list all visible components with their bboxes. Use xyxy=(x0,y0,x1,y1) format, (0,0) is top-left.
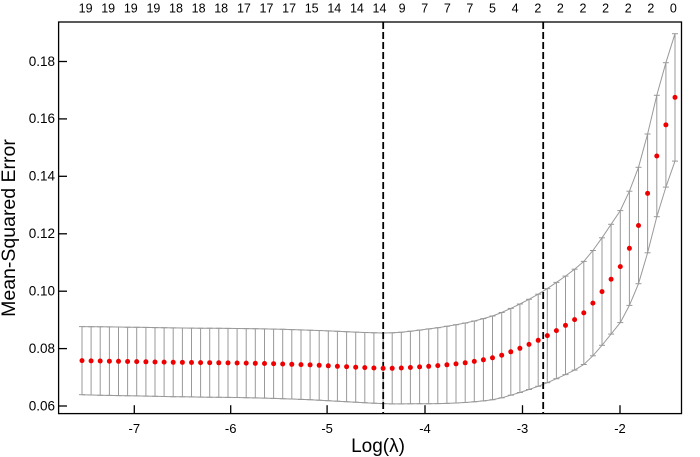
svg-text:14: 14 xyxy=(327,2,341,16)
svg-text:0.14: 0.14 xyxy=(29,169,56,184)
svg-text:7: 7 xyxy=(421,2,428,16)
svg-text:0: 0 xyxy=(670,2,677,16)
svg-text:0.16: 0.16 xyxy=(29,111,55,126)
svg-text:2: 2 xyxy=(534,2,541,16)
svg-text:0.06: 0.06 xyxy=(29,398,55,413)
svg-text:Log(λ): Log(λ) xyxy=(351,436,405,457)
svg-text:9: 9 xyxy=(399,2,406,16)
svg-text:-7: -7 xyxy=(129,421,141,436)
svg-text:18: 18 xyxy=(192,2,206,16)
svg-text:19: 19 xyxy=(124,2,138,16)
svg-text:18: 18 xyxy=(169,2,183,16)
svg-text:2: 2 xyxy=(580,2,587,16)
svg-text:7: 7 xyxy=(466,2,473,16)
svg-text:-5: -5 xyxy=(321,421,333,436)
svg-text:2: 2 xyxy=(647,2,654,16)
svg-text:2: 2 xyxy=(602,2,609,16)
svg-text:14: 14 xyxy=(350,2,364,16)
svg-text:15: 15 xyxy=(305,2,319,16)
svg-text:2: 2 xyxy=(557,2,564,16)
svg-text:0.08: 0.08 xyxy=(29,341,55,356)
svg-text:0.10: 0.10 xyxy=(29,284,55,299)
svg-text:0.18: 0.18 xyxy=(29,54,55,69)
svg-text:5: 5 xyxy=(489,2,496,16)
svg-text:-2: -2 xyxy=(614,421,626,436)
svg-text:19: 19 xyxy=(79,2,93,16)
svg-text:7: 7 xyxy=(444,2,451,16)
svg-text:4: 4 xyxy=(512,2,519,16)
svg-text:17: 17 xyxy=(282,2,296,16)
svg-text:19: 19 xyxy=(146,2,160,16)
svg-text:Mean-Squared Error: Mean-Squared Error xyxy=(0,139,20,317)
svg-text:0.12: 0.12 xyxy=(29,226,55,241)
svg-text:-4: -4 xyxy=(419,421,431,436)
svg-text:-6: -6 xyxy=(225,421,237,436)
svg-text:18: 18 xyxy=(214,2,228,16)
svg-text:2: 2 xyxy=(625,2,632,16)
svg-text:17: 17 xyxy=(260,2,274,16)
svg-text:17: 17 xyxy=(237,2,251,16)
svg-text:19: 19 xyxy=(101,2,115,16)
svg-text:14: 14 xyxy=(373,2,387,16)
svg-text:-3: -3 xyxy=(517,421,529,436)
